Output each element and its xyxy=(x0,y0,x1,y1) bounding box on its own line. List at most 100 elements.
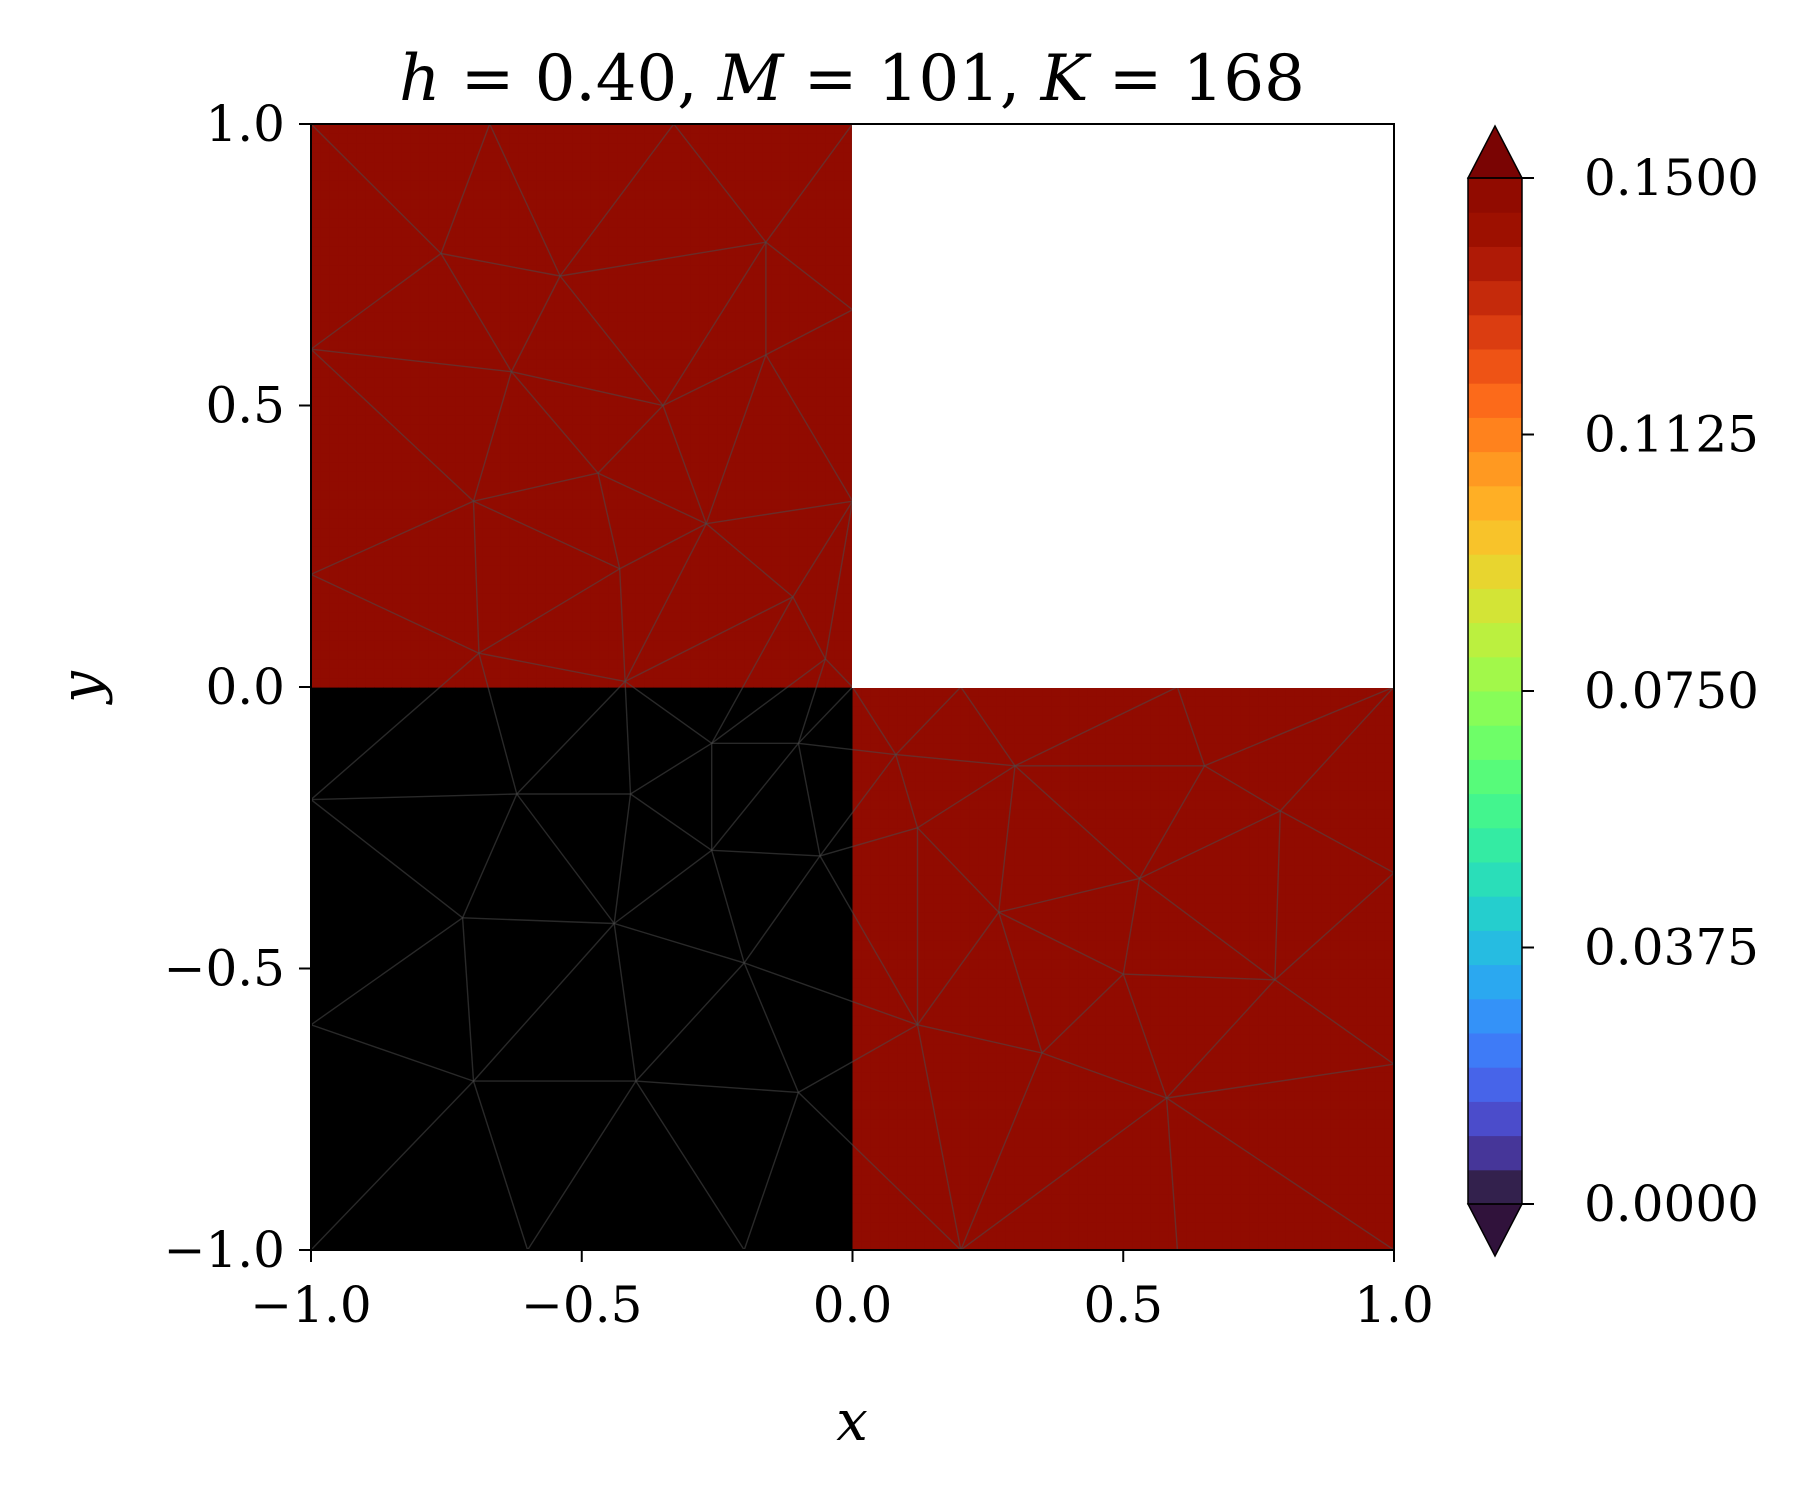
field-cell xyxy=(392,583,402,594)
field-cell xyxy=(311,1231,321,1242)
field-cell xyxy=(383,837,393,848)
field-cell xyxy=(446,367,457,378)
field-cell xyxy=(356,583,366,594)
field-cell xyxy=(338,433,348,444)
field-cell xyxy=(572,1240,583,1250)
field-cell xyxy=(662,1071,673,1082)
field-cell xyxy=(473,865,484,876)
field-cell xyxy=(527,1043,538,1054)
field-cell xyxy=(473,855,484,866)
field-cell xyxy=(545,780,556,791)
field-cell xyxy=(509,255,520,266)
field-cell xyxy=(518,245,529,256)
field-cell xyxy=(338,1240,348,1250)
field-cell xyxy=(572,1184,583,1195)
field-cell xyxy=(347,236,357,247)
field-cell xyxy=(545,743,556,754)
field-cell xyxy=(392,602,402,613)
field-cell xyxy=(428,527,438,538)
field-cell xyxy=(644,339,655,350)
field-cell xyxy=(653,602,664,613)
field-cell xyxy=(356,677,366,688)
field-cell xyxy=(428,396,438,407)
field-cell xyxy=(446,1212,457,1223)
field-cell xyxy=(500,799,511,810)
field-cell xyxy=(500,1099,511,1110)
field-cell xyxy=(383,733,393,744)
field-cell xyxy=(401,499,411,510)
field-cell xyxy=(626,471,637,482)
field-cell xyxy=(626,245,637,256)
field-cell xyxy=(635,837,646,848)
field-cell xyxy=(392,283,402,294)
field-cell xyxy=(482,780,493,791)
field-cell xyxy=(338,302,348,313)
field-cell xyxy=(644,630,655,641)
field-cell xyxy=(410,724,420,735)
field-cell xyxy=(401,1071,411,1082)
field-cell xyxy=(599,874,610,885)
field-cell xyxy=(356,367,366,378)
field-cell xyxy=(563,677,574,688)
field-cell xyxy=(356,405,366,416)
field-cell xyxy=(518,536,529,547)
field-cell xyxy=(383,161,393,172)
field-cell xyxy=(554,912,565,923)
field-cell xyxy=(392,518,402,529)
field-cell xyxy=(401,696,411,707)
field-cell xyxy=(365,996,375,1007)
field-cell xyxy=(455,358,466,369)
field-cell xyxy=(401,818,411,829)
field-cell xyxy=(500,593,511,604)
field-cell xyxy=(482,658,493,669)
field-cell xyxy=(545,461,556,472)
field-cell xyxy=(311,593,321,604)
field-cell xyxy=(410,424,420,435)
field-cell xyxy=(383,396,393,407)
field-cell xyxy=(365,1034,375,1045)
field-cell xyxy=(681,621,691,632)
field-cell xyxy=(329,1128,339,1138)
field-cell xyxy=(437,1137,447,1148)
field-cell xyxy=(500,1024,511,1035)
field-cell xyxy=(428,133,438,144)
field-cell xyxy=(446,405,457,416)
field-cell xyxy=(419,790,429,801)
field-cell xyxy=(681,611,691,622)
field-cell xyxy=(608,1184,619,1195)
field-cell xyxy=(672,302,682,313)
field-cell xyxy=(491,987,502,998)
field-cell xyxy=(383,677,393,688)
field-cell xyxy=(338,640,348,651)
field-cell xyxy=(311,1034,321,1045)
field-cell xyxy=(644,255,655,266)
field-cell xyxy=(356,1043,366,1054)
field-cell xyxy=(608,640,619,651)
field-cell xyxy=(482,433,493,444)
field-cell xyxy=(518,1015,529,1026)
field-cell xyxy=(599,790,610,801)
field-cell xyxy=(527,771,538,782)
field-cell xyxy=(527,902,538,913)
field-cell xyxy=(563,921,574,932)
field-cell xyxy=(554,1156,565,1167)
field-cell xyxy=(455,1221,466,1232)
field-cell xyxy=(491,1184,502,1195)
field-cell xyxy=(599,865,610,876)
field-cell xyxy=(572,274,583,285)
field-cell xyxy=(365,349,375,360)
field-cell xyxy=(653,818,664,829)
field-cell xyxy=(662,1193,673,1204)
field-cell xyxy=(446,274,457,285)
field-cell xyxy=(455,133,466,144)
field-cell xyxy=(329,949,339,960)
field-cell xyxy=(545,424,556,435)
field-cell xyxy=(617,1052,628,1063)
field-cell xyxy=(644,649,655,660)
field-cell xyxy=(599,349,610,360)
field-cell xyxy=(428,1165,438,1176)
field-cell xyxy=(500,621,511,632)
field-cell xyxy=(311,1090,321,1101)
field-cell xyxy=(518,959,529,970)
field-cell xyxy=(545,574,556,585)
